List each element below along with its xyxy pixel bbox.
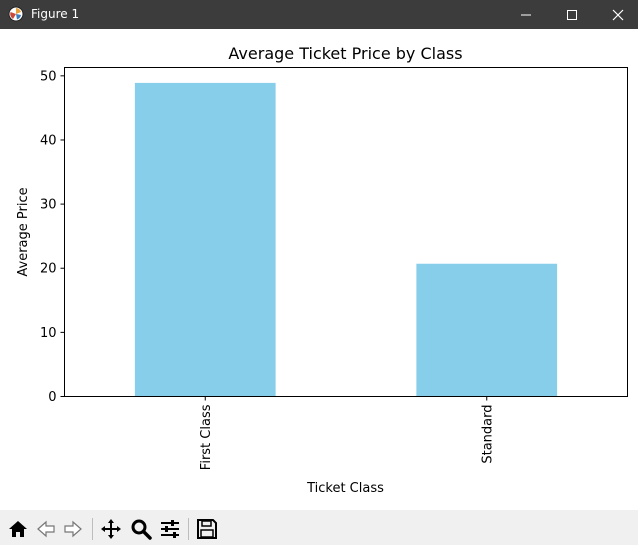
toolbar-separator: [92, 518, 93, 540]
bars: [134, 82, 558, 397]
configure-subplots-button[interactable]: [159, 518, 181, 540]
title-bar: Figure 1: [0, 0, 638, 29]
y-axis-label: Average Price: [16, 187, 31, 276]
bar: [134, 82, 276, 397]
home-icon: [9, 521, 27, 537]
save-button[interactable]: [196, 518, 218, 540]
x-axis-ticks: First Class Standard: [199, 396, 495, 470]
configure-subplots-icon: [161, 520, 179, 538]
x-tick-label: First Class: [199, 404, 214, 470]
bar-chart: Average Ticket Price by Class 0 10 20 30 40 5…: [16, 44, 628, 496]
y-tick-label: 10: [40, 326, 57, 341]
zoom-button[interactable]: [130, 518, 152, 540]
maximize-icon: [567, 10, 577, 20]
y-tick-label: 40: [40, 133, 57, 148]
bar: [416, 263, 558, 397]
back-arrow-icon: [37, 520, 55, 538]
pan-icon: [101, 519, 121, 539]
forward-arrow-icon: [64, 520, 82, 538]
matplotlib-icon: [8, 6, 24, 22]
navigation-toolbar: [0, 510, 638, 545]
back-button[interactable]: [35, 518, 57, 540]
home-button[interactable]: [7, 518, 29, 540]
chart-title: Average Ticket Price by Class: [228, 44, 462, 63]
axes-frame: [64, 67, 628, 397]
y-tick-label: 30: [40, 198, 57, 213]
forward-button[interactable]: [62, 518, 84, 540]
minimize-icon: [521, 14, 531, 16]
zoom-icon: [131, 519, 152, 540]
y-tick-label: 20: [40, 262, 57, 277]
window-title: Figure 1: [31, 7, 80, 21]
y-axis-ticks: 0 10 20 30 40 50: [40, 69, 65, 405]
maximize-button[interactable]: [549, 0, 595, 29]
x-tick-label: Standard: [480, 405, 495, 464]
plot-canvas[interactable]: Average Ticket Price by Class 0 10 20 30 40 5…: [0, 29, 638, 510]
close-icon: [612, 9, 624, 21]
x-axis-label: Ticket Class: [306, 481, 384, 496]
toolbar-separator: [188, 518, 189, 540]
y-tick-label: 50: [40, 69, 57, 84]
close-button[interactable]: [595, 0, 638, 29]
y-tick-label: 0: [48, 390, 56, 405]
pan-button[interactable]: [100, 518, 122, 540]
minimize-button[interactable]: [503, 0, 549, 29]
save-icon: [197, 519, 217, 539]
